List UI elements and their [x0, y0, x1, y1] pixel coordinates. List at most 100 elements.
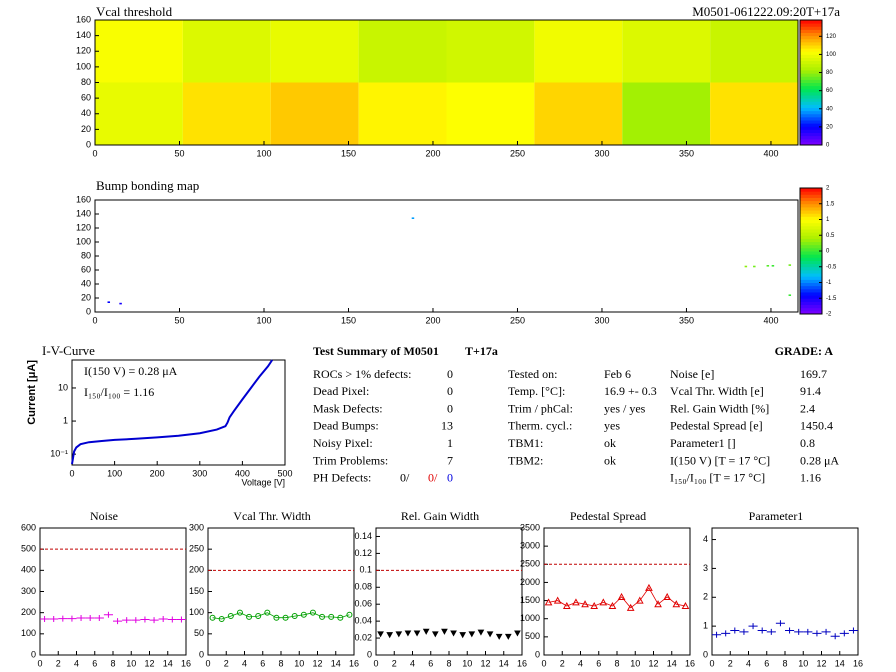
x-tick-label: 12	[312, 658, 322, 668]
summary-label: TBM1:	[508, 436, 543, 450]
x-tick-label: 2	[728, 658, 733, 668]
y-tick-label: 0	[86, 306, 91, 316]
summary-label: Vcal Thr. Width [e]	[670, 384, 764, 398]
pixel	[788, 264, 792, 266]
y-tick-label: 0.04	[354, 616, 372, 626]
x-tick-label: 6	[596, 658, 601, 668]
marker	[514, 630, 521, 637]
x-tick-label: 300	[594, 315, 609, 325]
y-tick-label: 1000	[520, 613, 540, 623]
x-tick-label: 0	[709, 658, 714, 668]
y-tick-label: 160	[76, 14, 91, 24]
color-scale	[800, 63, 822, 68]
marker	[300, 611, 307, 618]
y-tick-label: 100	[76, 236, 91, 246]
summary-tag: T+17a	[465, 344, 498, 358]
x-tick-label: 12	[480, 658, 490, 668]
color-scale	[800, 76, 822, 80]
color-scale	[800, 219, 822, 224]
x-tick-label: 0	[205, 658, 210, 668]
summary-label: PH Defects:	[313, 471, 371, 485]
marker	[785, 627, 795, 634]
x-tick-label: 100	[107, 468, 122, 478]
marker	[386, 632, 394, 639]
color-scale	[800, 82, 822, 87]
color-scale	[800, 288, 822, 293]
y-tick-label: 2500	[520, 559, 540, 569]
marker	[209, 614, 216, 621]
y-tick-label: 0.14	[354, 531, 372, 541]
y-tick-label: 250	[189, 544, 204, 554]
x-tick-label: 200	[425, 148, 440, 158]
z-tick-label: 0	[826, 249, 830, 255]
y-tick-label: 2000	[520, 577, 540, 587]
pixel	[788, 294, 792, 296]
y-tick-label: 0	[703, 649, 708, 659]
series-line	[212, 612, 350, 620]
heat-cell	[446, 82, 535, 145]
color-scale	[800, 206, 822, 211]
x-tick-label: 300	[594, 148, 609, 158]
color-scale	[800, 251, 822, 255]
chart-title: Vcal threshold	[96, 4, 173, 19]
marker	[544, 598, 553, 606]
chart-title: Vcal Thr. Width	[233, 509, 310, 523]
x-tick-label: 10	[630, 658, 640, 668]
marker	[85, 614, 95, 621]
color-scale	[800, 29, 822, 33]
x-tick-label: 6	[428, 658, 433, 668]
y-tick-label: 0.08	[354, 582, 372, 592]
heat-cell	[710, 82, 798, 145]
marker	[645, 583, 653, 591]
color-scale	[800, 95, 822, 99]
marker	[309, 609, 316, 616]
y-tick-label: 600	[21, 522, 36, 532]
marker	[486, 631, 494, 638]
color-scale	[800, 254, 822, 258]
chart-title: Pedestal Spread	[570, 509, 646, 523]
chart-title: Noise	[90, 509, 118, 523]
x-tick-label: 12	[816, 658, 826, 668]
x-tick-label: 0	[373, 658, 378, 668]
x-tick-label: 8	[110, 658, 115, 668]
marker	[812, 630, 822, 637]
marker	[176, 616, 186, 623]
marker	[599, 598, 608, 606]
color-scale	[800, 291, 822, 296]
z-tick-label: 60	[826, 88, 833, 94]
x-tick-label: 200	[150, 468, 165, 478]
summary-label: Trim Problems:	[313, 453, 388, 467]
pixel	[744, 265, 748, 268]
marker	[775, 620, 785, 627]
color-scale	[800, 66, 822, 71]
marker	[273, 614, 280, 621]
summary-value: Feb 6	[604, 367, 631, 381]
color-scale	[800, 298, 822, 302]
x-tick-label: 400	[235, 468, 250, 478]
z-tick-label: 20	[826, 124, 833, 130]
summary-value: 1.16	[800, 471, 821, 485]
color-scale	[800, 260, 822, 265]
x-tick-label: 14	[835, 658, 845, 668]
summary-label: I(150 V) [T = 17 °C]	[670, 453, 770, 467]
x-tick-label: 250	[510, 315, 525, 325]
x-tick-label: 12	[648, 658, 658, 668]
marker	[395, 631, 403, 638]
summary-value: yes / yes	[604, 401, 646, 415]
y-tick-label: 500	[21, 544, 36, 554]
color-scale	[800, 104, 822, 108]
y-tick-label: 3000	[520, 541, 540, 551]
color-scale	[800, 194, 822, 198]
x-tick-label: 100	[256, 148, 271, 158]
y-tick-label: 40	[81, 278, 91, 288]
y-tick-label: 0	[535, 649, 540, 659]
chart-title: Parameter1	[749, 509, 804, 523]
summary-value: 0	[447, 384, 453, 398]
x-tick-label: 12	[144, 658, 154, 668]
y-tick-label: 0.06	[354, 599, 372, 609]
pixel	[411, 217, 415, 219]
color-scale	[800, 222, 822, 227]
marker	[821, 628, 831, 635]
marker	[40, 616, 50, 623]
x-tick-label: 250	[510, 148, 525, 158]
